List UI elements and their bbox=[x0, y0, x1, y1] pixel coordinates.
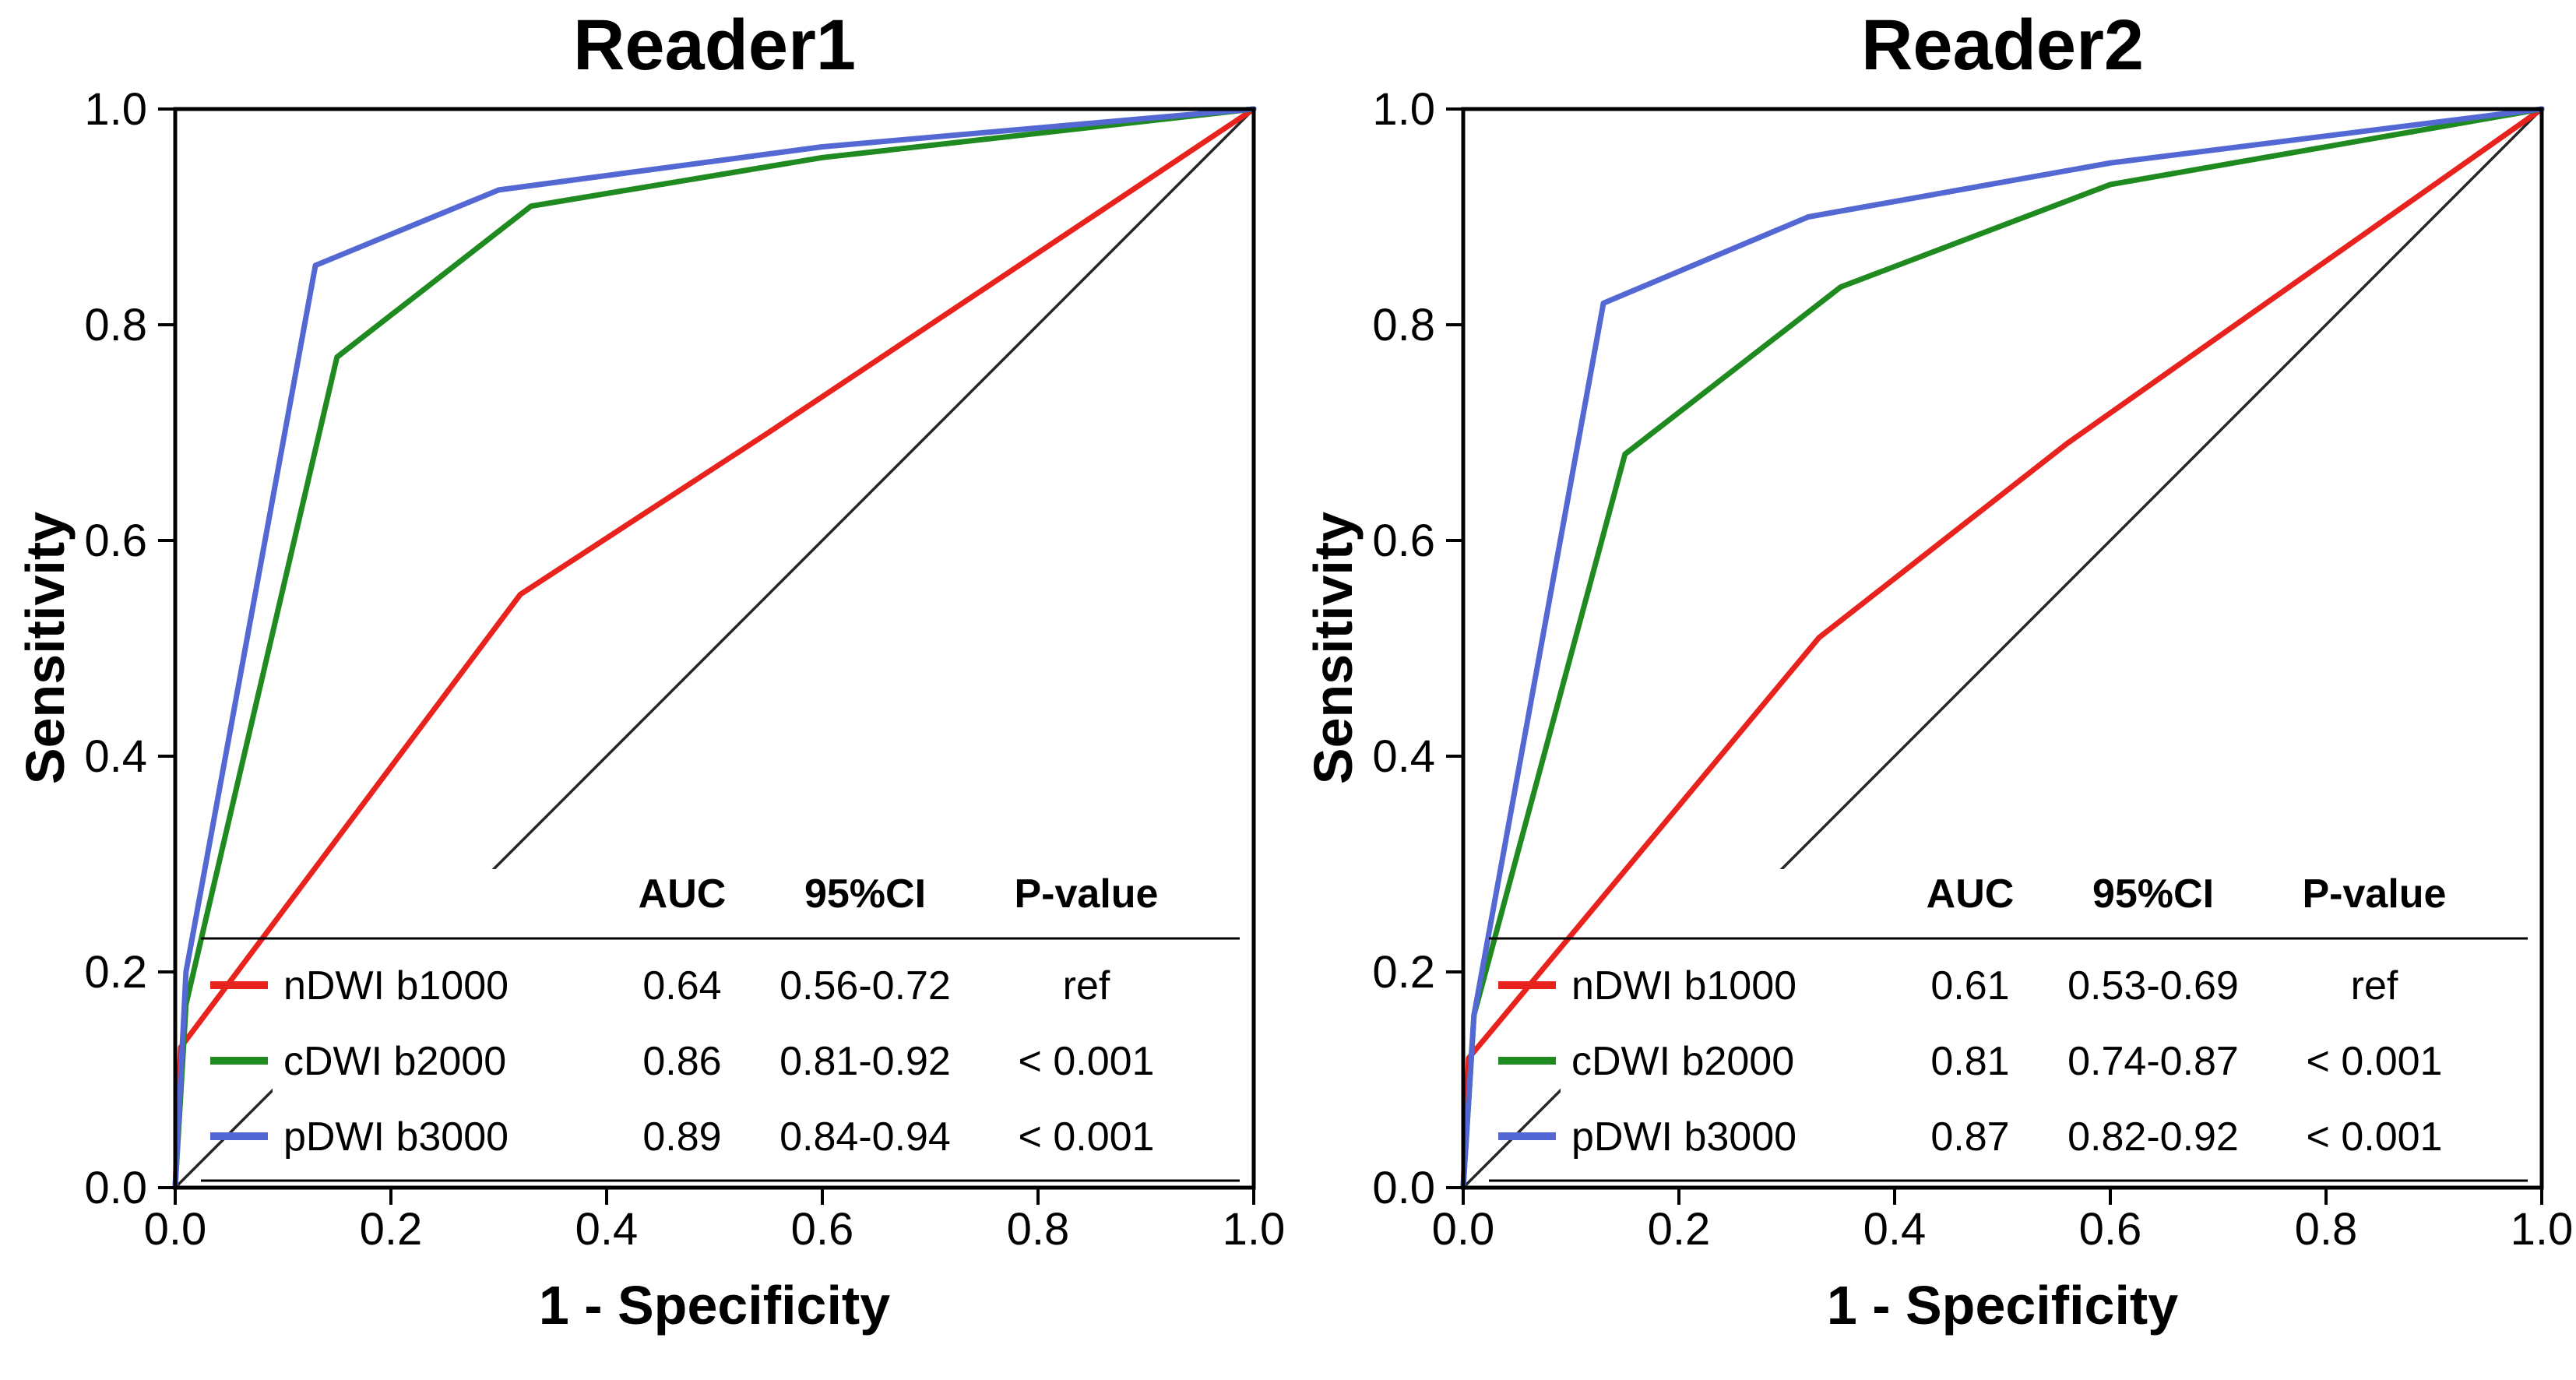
y-tick-label: 0.2 bbox=[1372, 947, 1435, 998]
legend-ci-value: 0.84-0.94 bbox=[779, 1114, 951, 1160]
legend-header-pvalue: P-value bbox=[1015, 871, 1159, 917]
roc-plot-reader2: AUC 95%CI P-value nDWI b1000 0.61 0.53-0.69 re… bbox=[1372, 84, 2574, 1255]
x-tick-label: 0.6 bbox=[2079, 1204, 2142, 1255]
x-tick-label: 0.8 bbox=[2295, 1204, 2358, 1255]
y-tick-label: 0.0 bbox=[84, 1163, 147, 1213]
roc-curve-pdwi-b3000 bbox=[172, 106, 1257, 1191]
legend-header-pvalue: P-value bbox=[2303, 871, 2447, 917]
legend-series-label: pDWI b3000 bbox=[283, 1114, 509, 1160]
roc-curve-pdwi-b3000 bbox=[1460, 106, 2545, 1191]
legend-ci-value: 0.82-0.92 bbox=[2067, 1114, 2239, 1160]
legend-auc-value: 0.81 bbox=[1930, 1039, 2009, 1084]
y-tick-label: 0.8 bbox=[84, 300, 147, 350]
legend-ci-value: 0.53-0.69 bbox=[2067, 963, 2239, 1009]
x-tick-label: 0.4 bbox=[1863, 1204, 1927, 1255]
legend-p-value: < 0.001 bbox=[1019, 1039, 1155, 1084]
y-tick-label: 0.4 bbox=[84, 731, 147, 782]
legend-p-value: ref bbox=[2351, 963, 2398, 1009]
legend-background bbox=[273, 869, 1248, 1182]
x-tick-label: 0.8 bbox=[1007, 1204, 1070, 1255]
x-tick-label: 0.0 bbox=[1432, 1204, 1495, 1255]
x-tick-label: 0.6 bbox=[791, 1204, 854, 1255]
legend-header-ci: 95%CI bbox=[2092, 871, 2214, 917]
y-tick-label: 0.6 bbox=[84, 516, 147, 566]
y-tick-label: 0.8 bbox=[1372, 300, 1435, 350]
x-tick-label: 0.2 bbox=[1648, 1204, 1711, 1255]
panel-reader2: Reader2 Sensitivity AUC 95%CI P-value nDWI … bbox=[1288, 0, 2576, 1380]
x-tick-label: 1.0 bbox=[1223, 1204, 1286, 1255]
legend-header-ci: 95%CI bbox=[804, 871, 926, 917]
y-tick-label: 0.6 bbox=[1372, 516, 1435, 566]
x-tick-label: 1.0 bbox=[2511, 1204, 2574, 1255]
panel-title: Reader2 bbox=[1860, 5, 2145, 85]
x-axis-label: 1 - Specificity bbox=[538, 1275, 891, 1336]
legend-ci-value: 0.81-0.92 bbox=[779, 1039, 951, 1084]
legend-auc-value: 0.89 bbox=[642, 1114, 721, 1160]
plot-frame bbox=[173, 107, 1256, 1190]
y-tick-label: 0.2 bbox=[84, 947, 147, 998]
x-tick-label: 0.2 bbox=[360, 1204, 423, 1255]
legend-auc-value: 0.86 bbox=[642, 1039, 721, 1084]
y-tick-label: 1.0 bbox=[1372, 84, 1435, 135]
legend-header-auc: AUC bbox=[639, 871, 727, 917]
x-tick-label: 0.0 bbox=[144, 1204, 207, 1255]
legend-series-label: cDWI b2000 bbox=[283, 1039, 506, 1084]
roc-plot-reader1: AUC 95%CI P-value nDWI b1000 0.64 0.56-0.72 re… bbox=[84, 84, 1286, 1255]
legend-auc-value: 0.64 bbox=[642, 963, 721, 1009]
legend-p-value: ref bbox=[1063, 963, 1110, 1009]
legend-header-auc: AUC bbox=[1927, 871, 2015, 917]
legend-auc-value: 0.87 bbox=[1930, 1114, 2009, 1160]
legend-series-label: pDWI b3000 bbox=[1571, 1114, 1797, 1160]
panel-title: Reader1 bbox=[572, 5, 857, 85]
legend-p-value: < 0.001 bbox=[1019, 1114, 1155, 1160]
y-tick-label: 1.0 bbox=[84, 84, 147, 135]
y-tick-label: 0.0 bbox=[1372, 1163, 1435, 1213]
y-tick-label: 0.4 bbox=[1372, 731, 1435, 782]
legend-series-label: nDWI b1000 bbox=[1571, 963, 1797, 1009]
legend-series-label: nDWI b1000 bbox=[283, 963, 509, 1009]
plot-frame bbox=[1461, 107, 2544, 1190]
panel-reader1: Reader1 Sensitivity AUC 95%CI P-value nDWI … bbox=[15, 5, 1286, 1336]
legend-p-value: < 0.001 bbox=[2307, 1039, 2443, 1084]
legend-series-label: cDWI b2000 bbox=[1571, 1039, 1794, 1084]
legend-p-value: < 0.001 bbox=[2307, 1114, 2443, 1160]
legend-background bbox=[1561, 869, 2536, 1182]
legend-ci-value: 0.56-0.72 bbox=[779, 963, 951, 1009]
legend-ci-value: 0.74-0.87 bbox=[2067, 1039, 2239, 1084]
x-axis-label: 1 - Specificity bbox=[1826, 1275, 2179, 1336]
x-tick-label: 0.4 bbox=[575, 1204, 639, 1255]
legend-auc-value: 0.61 bbox=[1930, 963, 2009, 1009]
